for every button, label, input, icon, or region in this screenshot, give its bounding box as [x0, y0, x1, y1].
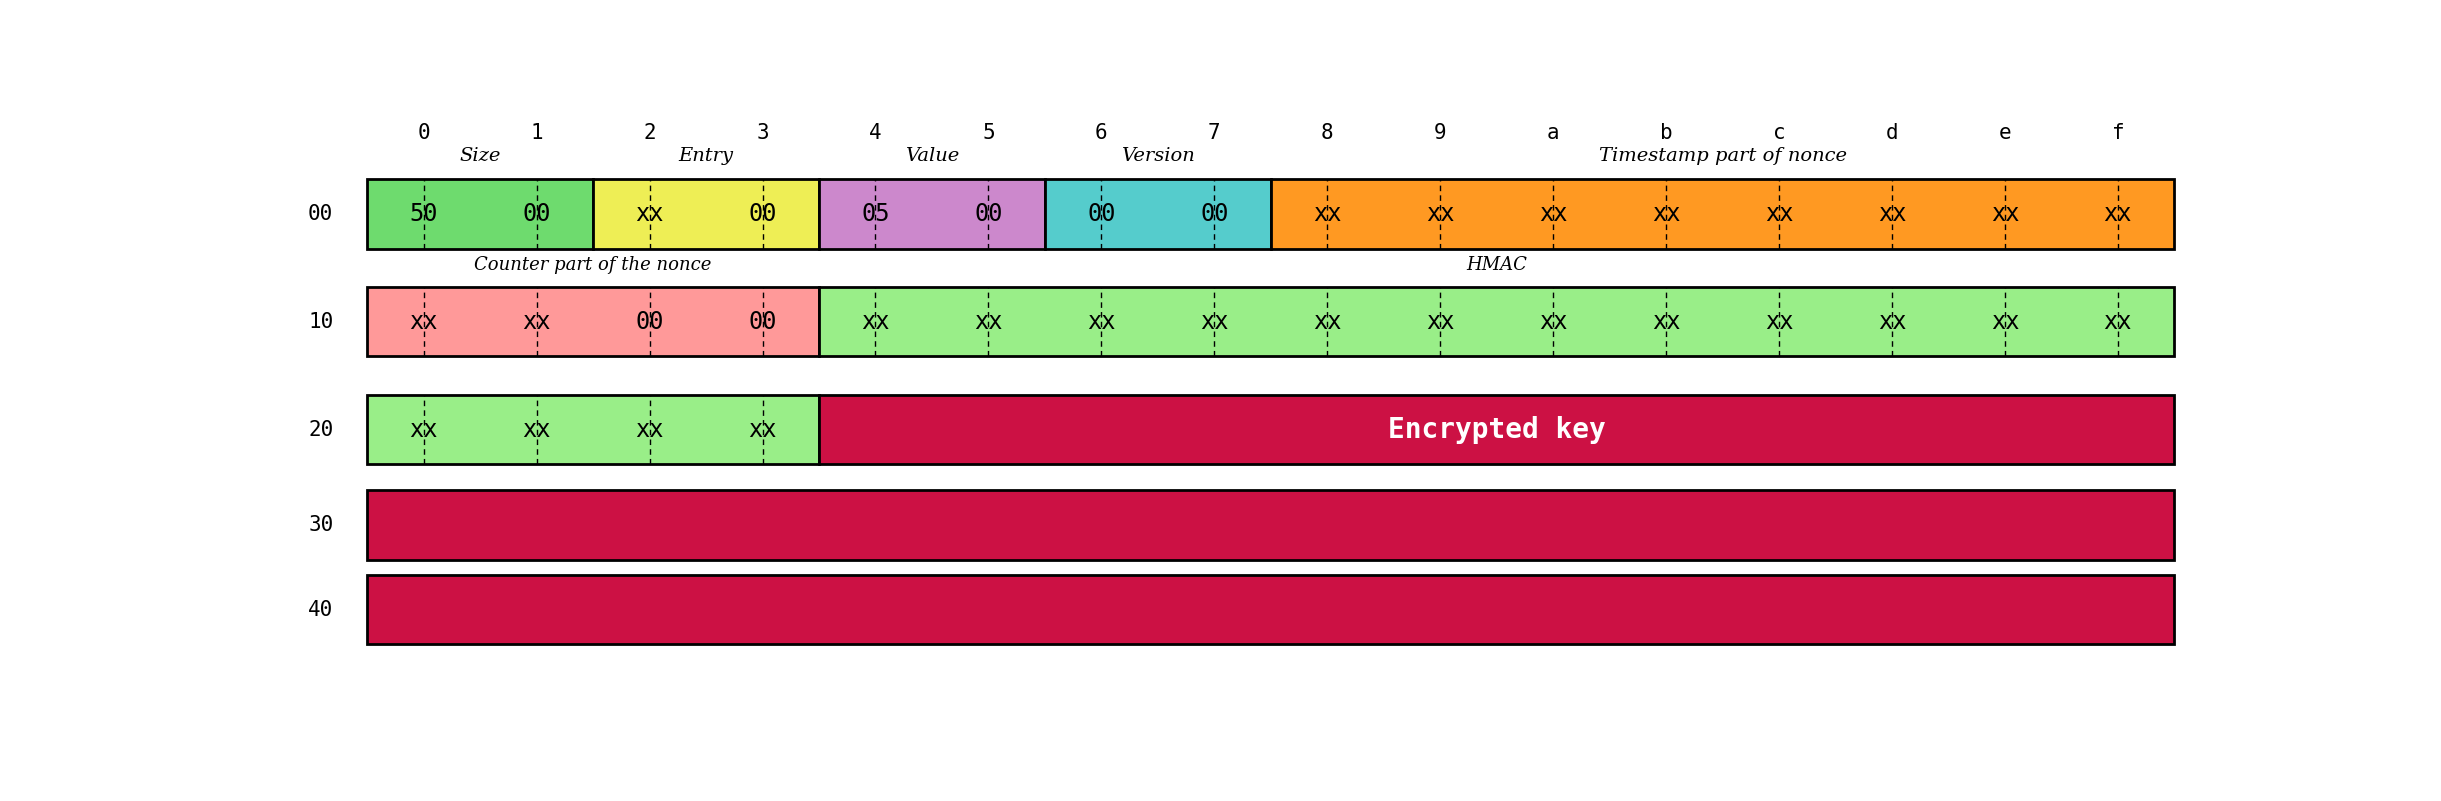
Text: xx: xx	[410, 417, 437, 441]
Text: xx: xx	[1877, 310, 1906, 334]
Text: xx: xx	[862, 310, 889, 334]
Text: xx: xx	[749, 417, 776, 441]
Text: Encrypted key: Encrypted key	[1389, 416, 1606, 444]
Text: 7: 7	[1208, 123, 1220, 143]
Text: xx: xx	[1653, 310, 1679, 334]
Text: 00: 00	[749, 202, 776, 226]
Text: xx: xx	[1538, 202, 1567, 226]
Text: xx: xx	[1313, 202, 1343, 226]
Text: 4: 4	[869, 123, 881, 143]
Text: xx: xx	[2104, 202, 2131, 226]
Text: xx: xx	[2104, 310, 2131, 334]
Bar	[366, 179, 593, 248]
Text: 10: 10	[308, 312, 334, 332]
Bar	[820, 395, 2175, 465]
Text: 8: 8	[1321, 123, 1333, 143]
Text: 05: 05	[862, 202, 889, 226]
Text: xx: xx	[1426, 310, 1455, 334]
Text: xx: xx	[1538, 310, 1567, 334]
Bar	[820, 179, 1045, 248]
Text: xx: xx	[1653, 202, 1679, 226]
Bar	[1045, 179, 1272, 248]
Bar	[366, 575, 2175, 644]
Text: 00: 00	[522, 202, 552, 226]
Text: 3: 3	[757, 123, 769, 143]
Text: 40: 40	[308, 600, 334, 620]
Bar	[366, 395, 820, 465]
Bar	[1272, 179, 2175, 248]
Bar	[820, 287, 2175, 356]
Text: 6: 6	[1096, 123, 1108, 143]
Text: xx: xx	[1201, 310, 1228, 334]
Text: 30: 30	[308, 515, 334, 535]
Text: xx: xx	[522, 417, 552, 441]
Text: xx: xx	[1992, 310, 2019, 334]
Bar	[593, 179, 820, 248]
Text: Counter part of the nonce: Counter part of the nonce	[474, 256, 713, 274]
Text: Timestamp part of nonce: Timestamp part of nonce	[1599, 147, 1845, 165]
Text: Value: Value	[906, 147, 959, 165]
Text: 0: 0	[417, 123, 430, 143]
Text: e: e	[1999, 123, 2011, 143]
Text: 00: 00	[974, 202, 1003, 226]
Text: xx: xx	[1313, 310, 1343, 334]
Text: HMAC: HMAC	[1467, 256, 1528, 274]
Text: 2: 2	[644, 123, 657, 143]
Text: 50: 50	[410, 202, 437, 226]
Text: Entry: Entry	[679, 147, 735, 165]
Text: xx: xx	[1877, 202, 1906, 226]
Text: xx: xx	[974, 310, 1003, 334]
Text: xx: xx	[1765, 202, 1794, 226]
Text: 00: 00	[635, 310, 664, 334]
Text: f: f	[2111, 123, 2124, 143]
Text: xx: xx	[410, 310, 437, 334]
Text: xx: xx	[1992, 202, 2019, 226]
Text: 00: 00	[1086, 202, 1116, 226]
Bar	[366, 490, 2175, 560]
Text: xx: xx	[522, 310, 552, 334]
Text: xx: xx	[635, 202, 664, 226]
Text: Version: Version	[1120, 147, 1194, 165]
Text: 20: 20	[308, 420, 334, 440]
Text: xx: xx	[1086, 310, 1116, 334]
Text: b: b	[1660, 123, 1672, 143]
Text: 00: 00	[749, 310, 776, 334]
Text: 5: 5	[981, 123, 996, 143]
Text: Size: Size	[459, 147, 500, 165]
Bar	[366, 287, 820, 356]
Text: 00: 00	[1201, 202, 1228, 226]
Text: xx: xx	[1426, 202, 1455, 226]
Text: d: d	[1884, 123, 1899, 143]
Text: 9: 9	[1433, 123, 1448, 143]
Text: c: c	[1772, 123, 1784, 143]
Text: 1: 1	[530, 123, 542, 143]
Text: xx: xx	[1765, 310, 1794, 334]
Text: 00: 00	[308, 204, 334, 224]
Text: xx: xx	[635, 417, 664, 441]
Text: a: a	[1548, 123, 1560, 143]
